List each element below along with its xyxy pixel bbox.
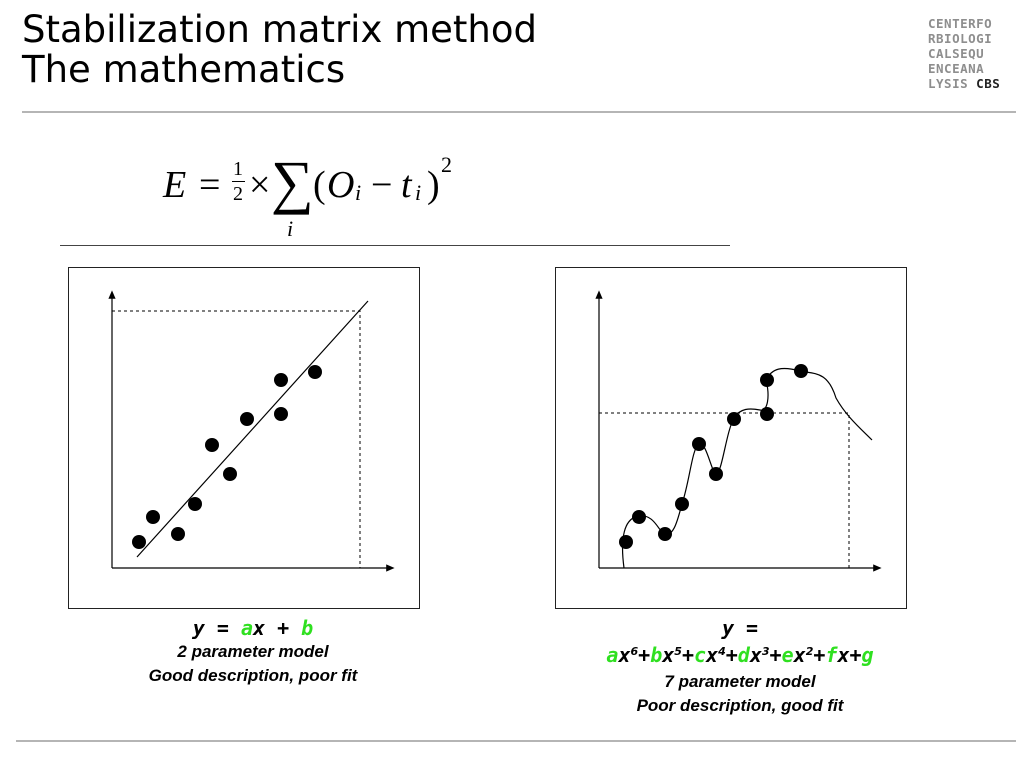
formula-times: × — [249, 164, 271, 206]
right-data-point — [692, 437, 706, 451]
formula-fraction-denominator: 2 — [233, 183, 243, 205]
left-data-point — [132, 535, 146, 549]
formula-minus: − — [371, 164, 393, 206]
right-eq-var: x — [749, 643, 762, 667]
left-data-point — [188, 497, 202, 511]
left-plot — [108, 290, 395, 572]
formula-fraction-numerator: 1 — [233, 158, 243, 180]
left-model-description: Good description, poor fit — [148, 666, 358, 685]
formula-exponent: 2 — [441, 152, 452, 177]
right-eq-var: x — [618, 643, 631, 667]
right-eq-coef-g: g — [861, 643, 874, 667]
right-eq-exponent: 6 — [630, 645, 639, 658]
formula-equals: = — [199, 164, 221, 206]
formula-o: O — [327, 164, 355, 206]
right-eq-exponent: 3 — [761, 645, 770, 658]
right-eq-coef-b: b — [650, 643, 663, 667]
left-data-point — [274, 407, 288, 421]
logo-prefix: LYSIS — [928, 76, 969, 91]
right-eq-coef-c: c — [694, 643, 707, 667]
formula-close-paren: ) — [427, 164, 440, 206]
right-eq-coef-e: e — [781, 643, 794, 667]
formula-open-paren: ( — [313, 164, 326, 206]
formula-t-subscript: i — [415, 180, 422, 205]
left-data-point — [240, 412, 254, 426]
left-data-points — [132, 365, 322, 549]
right-guide-lines — [599, 412, 850, 568]
right-data-point — [709, 467, 723, 481]
logo-line: RBIOLOGI — [928, 31, 993, 46]
logo-line: CALSEQU — [928, 46, 985, 61]
footer-divider — [16, 740, 1016, 742]
left-eq-coef-a: a — [240, 616, 253, 640]
right-plot-panel — [555, 267, 907, 609]
right-eq-coef-f: f — [825, 643, 838, 667]
right-eq-var: x — [837, 643, 850, 667]
right-data-point — [632, 510, 646, 524]
right-data-point — [658, 527, 672, 541]
right-eq-operator: + — [849, 643, 862, 667]
right-eq-coef-a: a — [606, 643, 619, 667]
right-data-point — [760, 373, 774, 387]
right-eq-var: x — [706, 643, 719, 667]
right-data-point — [727, 412, 741, 426]
right-caption: y = ax6+bx5+cx4+dx3+ex2+fx+g 7 parameter… — [540, 616, 940, 718]
logo-line: ENCEANA — [928, 61, 985, 76]
title-line-2: The mathematics — [22, 48, 346, 91]
right-eq-operator: + — [681, 643, 694, 667]
right-plot — [595, 290, 882, 572]
right-data-point — [760, 407, 774, 421]
right-eq-coef-d: d — [737, 643, 750, 667]
right-eq-operator: + — [769, 643, 782, 667]
right-eq-operator: + — [638, 643, 651, 667]
left-eq-mid: x + — [253, 616, 302, 640]
formula-sum-index: i — [287, 216, 294, 241]
formula-t: t — [401, 164, 412, 206]
logo-line: CENTERFO — [928, 16, 993, 31]
left-data-point — [205, 438, 219, 452]
right-model-label: 7 parameter model — [664, 672, 816, 691]
formula-o-subscript: i — [355, 180, 362, 205]
left-data-point — [171, 527, 185, 541]
right-data-point — [619, 535, 633, 549]
formula-divider — [60, 245, 730, 246]
left-guide-lines — [112, 310, 361, 568]
right-equation-terms: ax6+bx5+cx4+dx3+ex2+fx+g — [540, 640, 940, 667]
left-data-point — [308, 365, 322, 379]
error-formula: E = 1 2 × ∑ i ( O i − t i ) 2 — [163, 148, 473, 240]
right-eq-operator: + — [725, 643, 738, 667]
right-eq-exponent: 4 — [718, 645, 726, 658]
title-line-1: Stabilization matrix method — [22, 8, 537, 51]
left-eq-prefix: y = — [192, 616, 241, 640]
formula-e: E — [163, 164, 187, 206]
slide-title: Stabilization matrix method The mathemat… — [22, 10, 537, 90]
left-data-point — [274, 373, 288, 387]
logo-brand: CBS — [976, 76, 1001, 91]
right-model-description: Poor description, good fit — [636, 696, 844, 715]
left-equation: y = ax + b — [68, 616, 438, 640]
right-eq-operator: + — [813, 643, 826, 667]
formula-sum-sign: ∑ — [271, 149, 314, 215]
left-plot-panel — [68, 267, 420, 609]
right-eq-var: x — [662, 643, 675, 667]
header-divider — [22, 111, 1016, 113]
logo-line: LYSIS CBS — [928, 76, 1000, 91]
right-data-point — [794, 364, 808, 378]
right-equation-line1: y = — [721, 616, 759, 640]
right-data-point — [675, 497, 689, 511]
left-data-point — [146, 510, 160, 524]
left-caption: y = ax + b 2 parameter model Good descri… — [68, 616, 438, 688]
formula-fraction-bar — [232, 181, 245, 182]
left-fit-line — [136, 300, 369, 558]
right-eq-exponent: 5 — [674, 645, 682, 658]
right-eq-var: x — [793, 643, 806, 667]
cbs-logo: CENTERFO RBIOLOGI CALSEQU ENCEANA LYSIS … — [928, 16, 1000, 91]
right-eq-exponent: 2 — [805, 645, 814, 658]
left-model-label: 2 parameter model — [177, 642, 329, 661]
left-data-point — [223, 467, 237, 481]
right-data-points — [619, 364, 808, 549]
left-eq-coef-b: b — [301, 616, 314, 640]
